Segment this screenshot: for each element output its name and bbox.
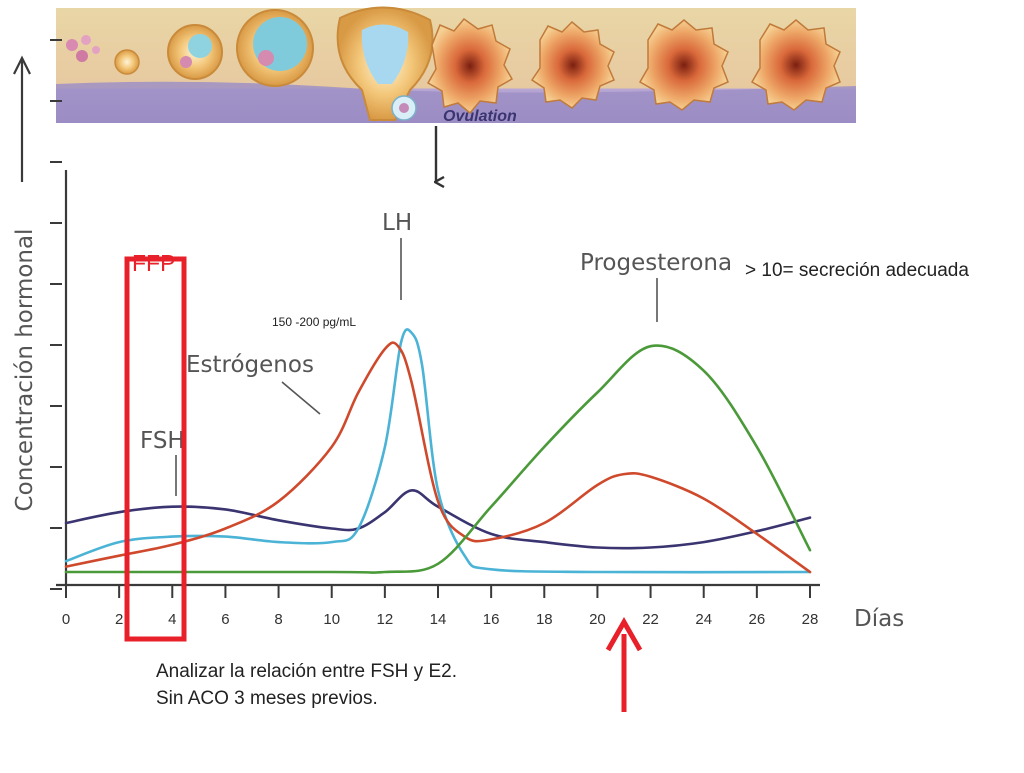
chart-annotations: LH Estrógenos FSH Progesterona 150 -200 … xyxy=(140,210,969,496)
day-21-arrow-icon xyxy=(605,616,643,712)
x-tick-label: 10 xyxy=(323,611,340,628)
primary-follicle xyxy=(114,49,140,75)
corpus-luteum-mature xyxy=(638,19,729,111)
x-tick-label: 28 xyxy=(802,611,819,628)
lh-label: LH xyxy=(382,210,412,236)
x-tick-label: 4 xyxy=(168,611,176,628)
x-tick-label: 26 xyxy=(749,611,766,628)
x-axis-ticks: 0 2 4 6 8 10 12 14 16 18 20 22 24 26 28 xyxy=(62,586,819,628)
estrogen-leader-line xyxy=(281,381,321,415)
notes-block: Analizar la relación entre FSH y E2. Sin… xyxy=(156,658,457,712)
x-tick-label: 18 xyxy=(536,611,553,628)
x-tick-label: 8 xyxy=(274,611,282,628)
fsh-label: FSH xyxy=(140,428,185,454)
x-tick-label: 12 xyxy=(377,611,394,628)
corpus-luteum-developing xyxy=(530,20,615,109)
fsh-curve xyxy=(64,489,812,550)
lh-curve xyxy=(64,328,812,574)
hormone-curves xyxy=(64,328,812,574)
y-axis-label: Concentración hormonal xyxy=(12,229,38,512)
x-tick-label: 22 xyxy=(642,611,659,628)
x-tick-label: 0 xyxy=(62,611,70,628)
primordial-follicles xyxy=(66,35,100,62)
ovulation-label: Ovulation xyxy=(443,108,517,125)
x-tick-label: 6 xyxy=(221,611,229,628)
ovarian-cycle-illustration: Ovulation xyxy=(56,6,856,125)
note-line-2: Sin ACO 3 meses previos. xyxy=(156,688,378,709)
x-axis-label: Días xyxy=(854,606,904,632)
secondary-follicle xyxy=(167,24,223,80)
x-tick-label: 14 xyxy=(430,611,447,628)
x-tick-label: 16 xyxy=(483,611,500,628)
estrogen-label: Estrógenos xyxy=(186,352,314,378)
x-tick-label: 20 xyxy=(589,611,606,628)
antral-follicle xyxy=(236,9,314,87)
x-tick-label: 2 xyxy=(115,611,123,628)
progesterone-label: Progesterona xyxy=(580,250,732,276)
ovulating-follicle xyxy=(336,6,434,121)
progesterone-threshold-note: > 10= secreción adecuada xyxy=(745,260,969,281)
corpus-luteum-late xyxy=(750,19,841,111)
ffp-highlight: FFP xyxy=(124,250,187,642)
y-axis-arrowhead-icon xyxy=(13,55,31,75)
y-axis-ticks xyxy=(50,39,62,590)
estrogen-peak-value: 150 -200 pg/mL xyxy=(272,315,356,329)
note-line-1: Analizar la relación entre FSH y E2. xyxy=(156,661,457,682)
ffp-label: FFP xyxy=(132,250,175,276)
estrogenos-curve xyxy=(64,341,812,574)
progesterona-curve xyxy=(64,344,812,574)
ffp-highlight-box xyxy=(124,256,187,642)
corpus-luteum-early xyxy=(426,17,514,115)
y-axis: Concentración hormonal xyxy=(12,39,68,590)
x-tick-label: 24 xyxy=(695,611,712,628)
